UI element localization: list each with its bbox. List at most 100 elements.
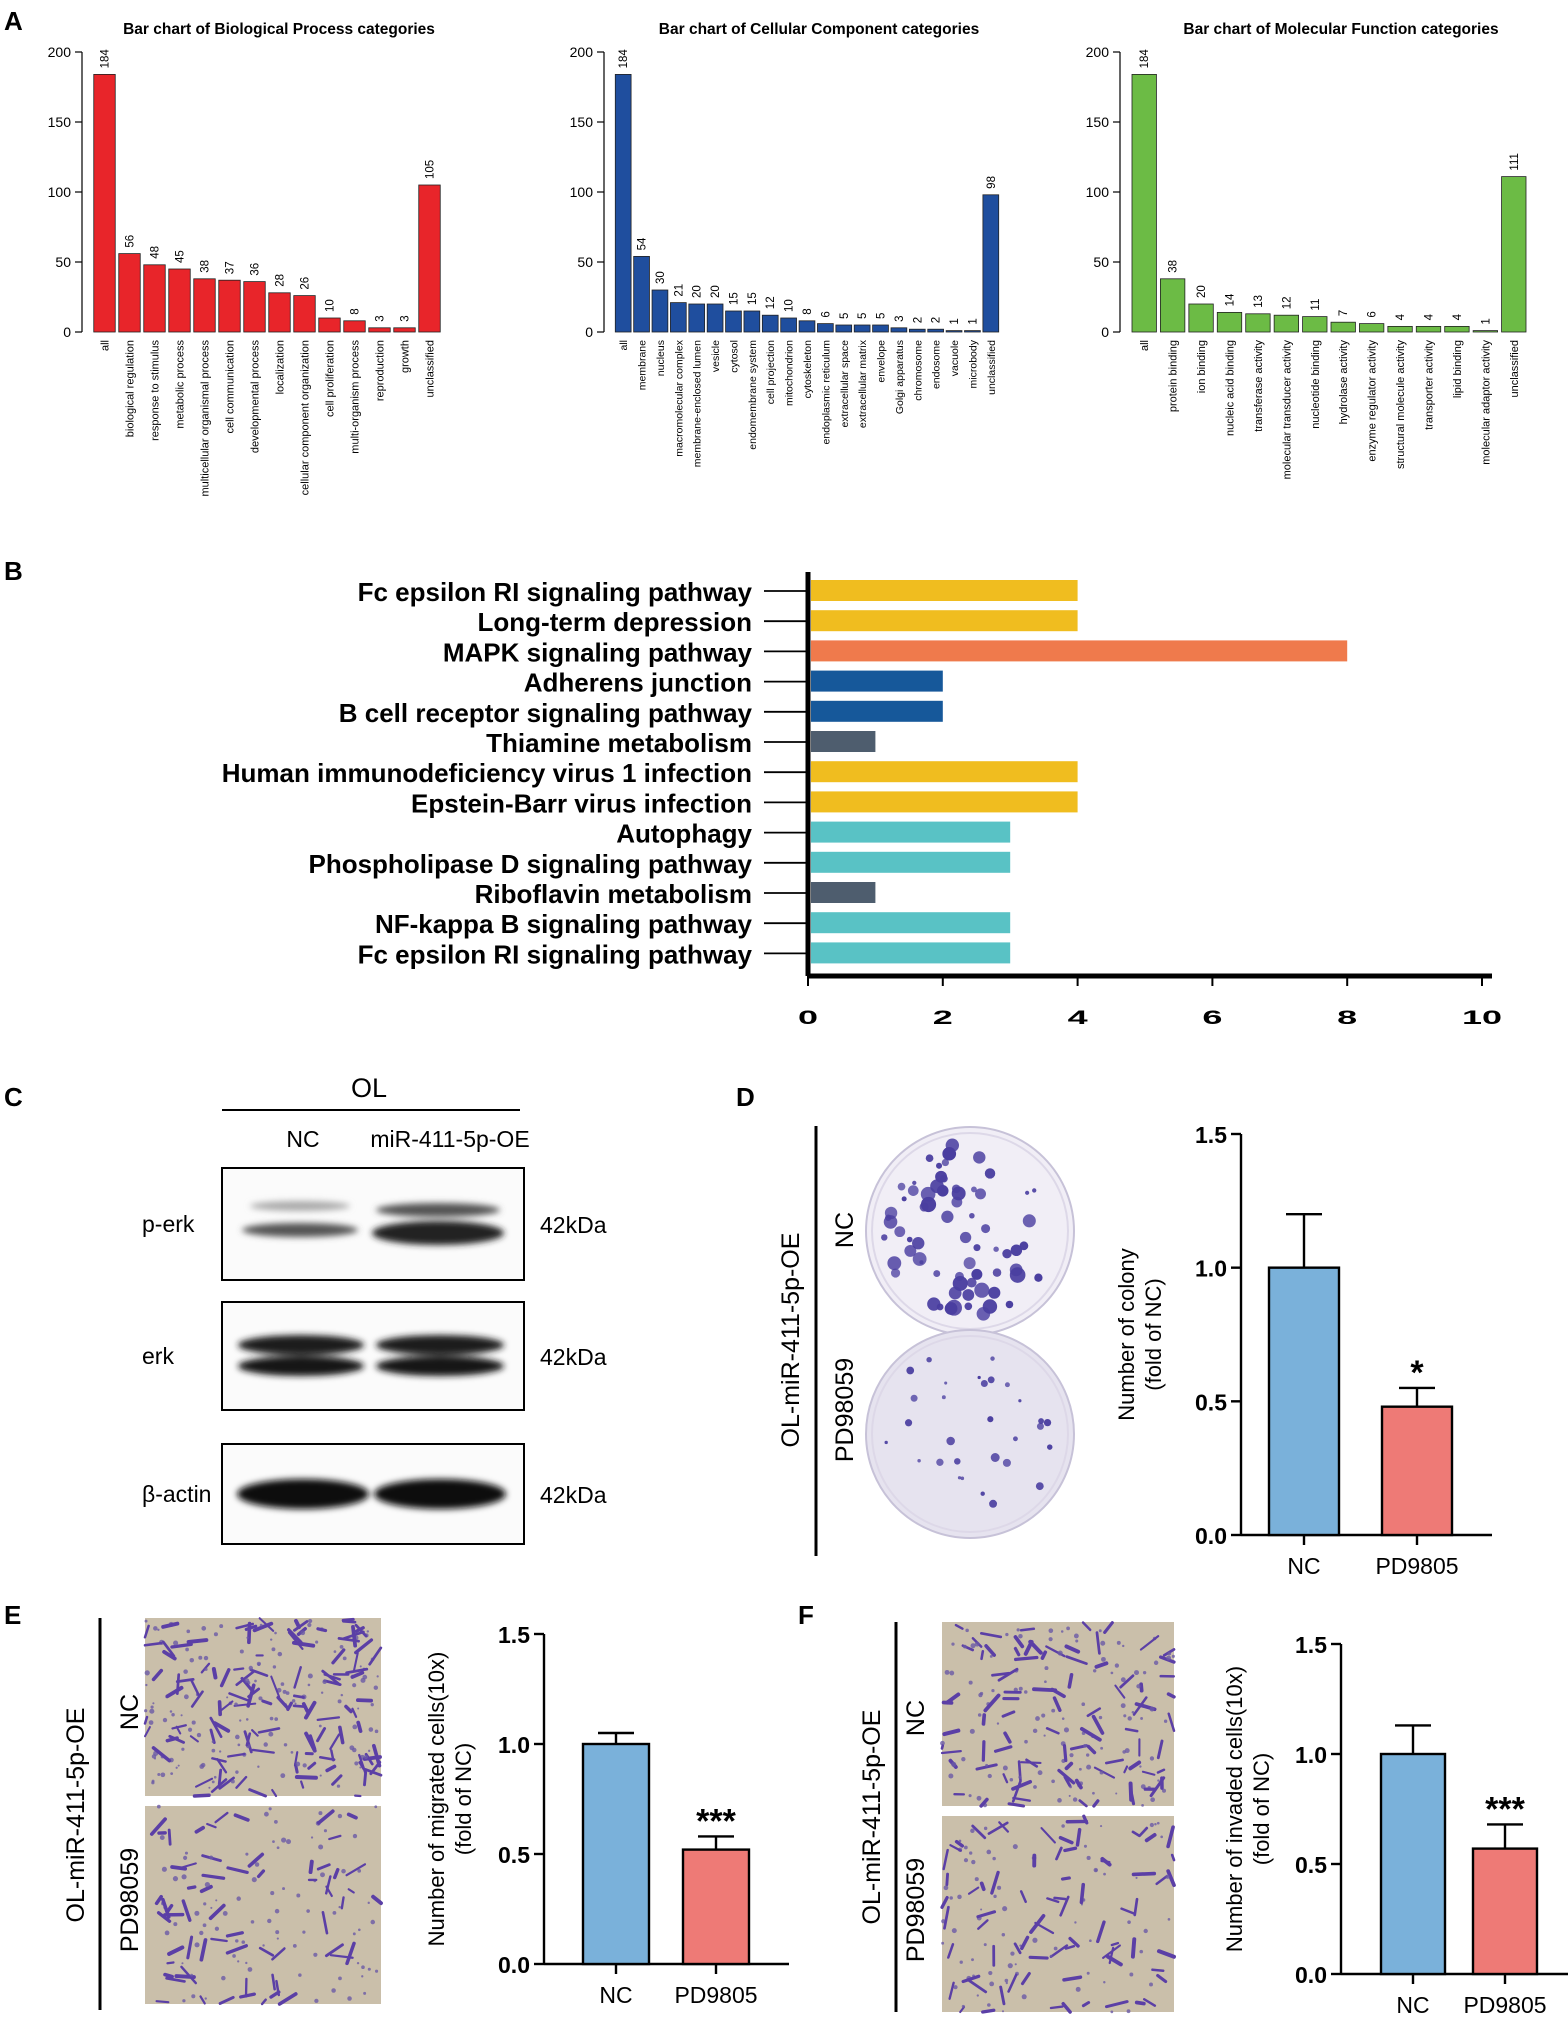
cc-bar-value-label: 15	[728, 292, 740, 305]
migration-micrograph-nc-pore	[285, 1691, 290, 1695]
invasion-micrograph-pd-cell	[1133, 1897, 1139, 1917]
invasion-micrograph-pd-pore	[1103, 1981, 1106, 1984]
band-actin-oe	[374, 1479, 506, 1509]
invasion-micrograph-nc-cell	[1093, 1766, 1116, 1779]
invasion-micrograph-nc-cell	[983, 1693, 1001, 1713]
migration-micrograph-nc-pore	[230, 1779, 235, 1784]
invasion-micrograph-nc-pore	[1072, 1797, 1078, 1802]
invasion-micrograph-nc-pore	[978, 1692, 983, 1698]
migration-micrograph-nc-pore	[268, 1731, 274, 1737]
migration-micrograph-nc-cell	[323, 1673, 341, 1681]
migration-micrograph-nc-cell	[331, 1774, 343, 1786]
migration-micrograph-nc-pore	[219, 1624, 224, 1629]
panel-label-f: F	[798, 1600, 814, 1630]
invasion-micrograph-nc-pore	[1120, 1703, 1126, 1709]
western-blot: OL NC miR-411-5p-OE p-erk 42kDa erk 42kDa β-act…	[142, 1073, 607, 1545]
colony-spot	[990, 1453, 1000, 1462]
invasion-micrograph-nc-cell	[1114, 1684, 1126, 1699]
migration-micrograph-nc-cell	[211, 1667, 218, 1680]
invasion-micrograph-nc-cell	[980, 1650, 985, 1661]
mf-bar	[1245, 313, 1271, 333]
invasion-micrograph-nc-pore	[1085, 1753, 1090, 1757]
cc-bar-value-label: 98	[986, 176, 998, 189]
mf-bar-value-label: 20	[1196, 285, 1208, 298]
invasion-micrograph-nc-cell	[975, 1763, 998, 1771]
invasion-micrograph-pd-pore	[1099, 1825, 1103, 1828]
colony-y-label-line1: Number of colony	[1114, 1248, 1139, 1420]
colony-spot	[957, 1476, 962, 1480]
kegg-bar	[811, 700, 943, 722]
migration-micrograph-nc-cell	[211, 1757, 227, 1763]
invasion-micrograph-nc-pore	[976, 1795, 982, 1801]
invasion-micrograph-nc-cell	[981, 1740, 986, 1762]
mf-x-tick-label: molecular transducer activity	[1281, 340, 1293, 480]
invasion-micrograph-nc-pore	[1139, 1765, 1142, 1768]
migration-micrograph-pd-pore	[320, 1872, 325, 1878]
migration-micrograph-nc-pore	[370, 1702, 374, 1707]
invasion-micrograph-nc-pore	[1069, 1753, 1074, 1758]
colony-spot	[884, 1214, 892, 1221]
migration-micrograph-nc-pore	[246, 1636, 249, 1639]
colony-significance-label: *	[1410, 1354, 1424, 1392]
cc-bar	[817, 323, 834, 333]
invasion-micrograph-pd-cell	[1013, 1942, 1022, 1955]
migration-micrograph-nc-cell	[228, 1692, 251, 1703]
cc-x-tick-label: endoplasmic reticulum	[820, 340, 832, 445]
migration-micrograph-nc-cell	[351, 1707, 358, 1718]
mf-y-tick-label: 150	[1086, 114, 1110, 130]
invasion-micrograph-pd-cell	[1138, 1826, 1149, 1838]
migration-micrograph-nc-cell	[331, 1648, 346, 1665]
invasion-micrograph-nc-cell	[984, 1644, 996, 1657]
bp-x-tick-label: reproduction	[375, 340, 387, 401]
migration-micrograph-nc-pore	[171, 1712, 175, 1717]
migration-micrograph-pd-cell	[154, 1894, 163, 1906]
migration-micrograph-nc-pore	[183, 1694, 189, 1700]
invasion-micrograph-nc-pore	[1044, 1666, 1049, 1671]
migration-micrograph-nc-pore	[269, 1716, 274, 1721]
migration-micrograph-nc-cell	[252, 1621, 274, 1633]
colony-bar	[1380, 1405, 1454, 1537]
invasion-micrograph-pd-pore	[1086, 1971, 1090, 1975]
migration-micrograph-nc-pore	[257, 1765, 260, 1768]
invasion-micrograph-nc-cell	[1003, 1731, 1012, 1744]
cc-bar-value-label: 1	[949, 318, 961, 324]
invasion-row-label: NC	[902, 1700, 930, 1736]
band-erk-oe-lower	[376, 1356, 504, 1376]
bp-x-tick-label: cellular component organization	[300, 340, 312, 495]
mf-y-tick-label: 100	[1086, 184, 1110, 200]
migration-micrograph-pd-cell	[324, 1875, 332, 1895]
bp-x-tick-label: localization	[275, 340, 287, 394]
cc-chart: Bar chart of Cellular Component categori…	[570, 21, 1000, 467]
invasion-micrograph-nc-cell	[1007, 1802, 1026, 1808]
migration-micrograph-nc	[143, 1617, 383, 1798]
kegg-bar	[811, 761, 1078, 783]
invasion-micrograph-nc-pore	[951, 1761, 957, 1767]
invasion-micrograph-nc-cell	[979, 1797, 989, 1808]
migration-micrograph-nc-cell	[195, 1777, 214, 1788]
invasion-micrograph-nc-cell	[1012, 1796, 1031, 1802]
colony-spot	[933, 1270, 941, 1278]
invasion-micrograph-pd-cell	[1100, 1856, 1112, 1867]
migration-micrograph-nc-cell	[175, 1725, 182, 1735]
migration-micrograph-pd-pore	[352, 1932, 356, 1936]
migration-micrograph-pd-cell	[181, 1899, 192, 1922]
migration-micrograph-pd-cell	[210, 1937, 228, 1943]
migration-micrograph-nc-pore	[191, 1720, 196, 1725]
migration-micrograph-nc-cell	[363, 1770, 368, 1787]
cc-bar	[835, 324, 853, 333]
migration-micrograph-pd-cell	[218, 1995, 235, 2005]
invasion-micrograph-nc-cell	[991, 1671, 1011, 1677]
migration-micrograph-pd-cell	[340, 1896, 345, 1910]
migration-micrograph-nc-pore	[203, 1655, 209, 1661]
colony-spot	[1034, 1273, 1043, 1282]
bp-bar	[243, 281, 266, 333]
migration-bar	[681, 1848, 751, 1966]
migration-micrograph-nc-cell	[165, 1736, 179, 1743]
invasion-y-tick-label: 1.5	[1295, 1632, 1327, 1658]
migration-micrograph-pd-pore	[281, 1837, 287, 1843]
cc-x-tick-label: vesicle	[710, 340, 722, 372]
panel-label-c: C	[4, 1082, 23, 1112]
invasion-micrograph-nc-pore	[1100, 1746, 1104, 1750]
invasion-micrograph-pd-pore	[992, 1856, 996, 1861]
migration-micrograph-pd-cell	[371, 1894, 383, 1906]
